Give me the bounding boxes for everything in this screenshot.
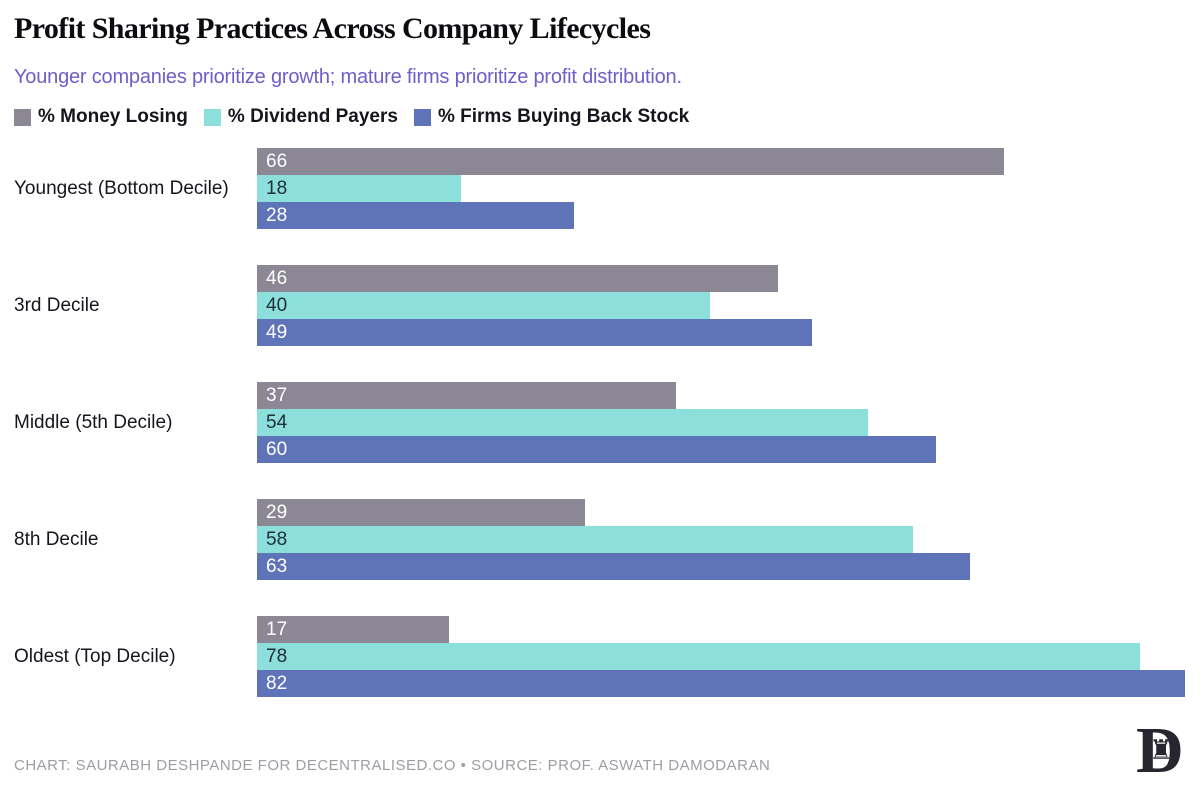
bar: 78	[257, 643, 1140, 670]
legend-item-money-losing: % Money Losing	[14, 106, 188, 128]
bar-value-label: 28	[266, 205, 288, 226]
legend-item-buying-back-stock: % Firms Buying Back Stock	[413, 106, 690, 128]
bar: 54	[257, 409, 869, 436]
bar-stack: 17 78 82	[257, 616, 1185, 697]
rook-icon: ♜	[1149, 735, 1174, 765]
bar-value-label: 82	[266, 673, 288, 694]
legend: % Money Losing % Dividend Payers % Firms…	[14, 106, 689, 128]
legend-item-dividend-payers: % Dividend Payers	[203, 106, 398, 128]
bar: 63	[257, 553, 970, 580]
bar-value-label: 78	[266, 646, 288, 667]
legend-swatch-dividend-payers	[203, 108, 221, 126]
bar: 17	[257, 616, 450, 643]
chart-group: Middle (5th Decile) 37 54 60	[0, 382, 1185, 463]
bar: 37	[257, 382, 676, 409]
category-label: Youngest (Bottom Decile)	[14, 177, 229, 199]
bar-value-label: 63	[266, 556, 288, 577]
bar-value-label: 29	[266, 502, 288, 523]
chart-subtitle: Younger companies prioritize growth; mat…	[14, 66, 682, 88]
bar-value-label: 58	[266, 529, 288, 550]
bar: 46	[257, 265, 778, 292]
legend-label: % Dividend Payers	[227, 106, 398, 127]
category-label: Oldest (Top Decile)	[14, 645, 176, 667]
bar-value-label: 37	[266, 385, 288, 406]
bar: 28	[257, 202, 574, 229]
decentralised-logo: D ♜	[1132, 718, 1190, 786]
logo-letter-d: D	[1136, 714, 1184, 787]
bar: 18	[257, 175, 461, 202]
category-label: 8th Decile	[14, 528, 99, 550]
bar-value-label: 49	[266, 322, 288, 343]
bar-chart: Youngest (Bottom Decile) 66 18 28 3rd Decile…	[0, 148, 1185, 733]
bar: 82	[257, 670, 1185, 697]
bar-stack: 46 40 49	[257, 265, 1185, 346]
chart-title: Profit Sharing Practices Across Company …	[14, 12, 651, 45]
bar-value-label: 54	[266, 412, 288, 433]
bar: 58	[257, 526, 914, 553]
legend-label: % Firms Buying Back Stock	[437, 106, 690, 127]
bar-stack: 37 54 60	[257, 382, 1185, 463]
chart-group: Oldest (Top Decile) 17 78 82	[0, 616, 1185, 697]
bar-value-label: 17	[266, 619, 288, 640]
chart-group: 3rd Decile 46 40 49	[0, 265, 1185, 346]
legend-label: % Money Losing	[38, 106, 188, 127]
credit-line: CHART: SAURABH DESHPANDE FOR DECENTRALIS…	[14, 757, 771, 774]
bar-value-label: 40	[266, 295, 288, 316]
legend-swatch-buying-back-stock	[413, 108, 431, 126]
bar: 60	[257, 436, 937, 463]
bar-value-label: 18	[266, 178, 288, 199]
category-label: 3rd Decile	[14, 294, 100, 316]
bar-value-label: 46	[266, 268, 288, 289]
category-label: Middle (5th Decile)	[14, 411, 173, 433]
bar: 66	[257, 148, 1004, 175]
bar-stack: 29 58 63	[257, 499, 1185, 580]
chart-group: 8th Decile 29 58 63	[0, 499, 1185, 580]
bar: 40	[257, 292, 710, 319]
bar: 49	[257, 319, 812, 346]
bar-value-label: 60	[266, 439, 288, 460]
legend-swatch-money-losing	[14, 108, 31, 126]
chart-group: Youngest (Bottom Decile) 66 18 28	[0, 148, 1185, 229]
bar-stack: 66 18 28	[257, 148, 1185, 229]
bar-value-label: 66	[266, 151, 288, 172]
bar: 29	[257, 499, 586, 526]
